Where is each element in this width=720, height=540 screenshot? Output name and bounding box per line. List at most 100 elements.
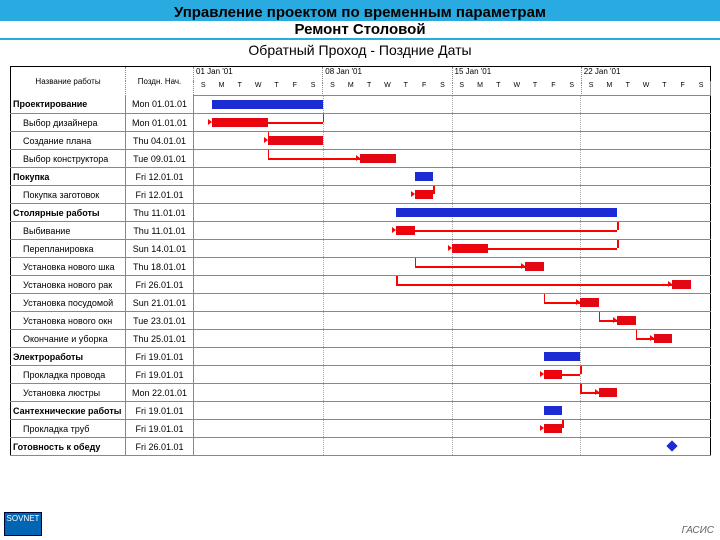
chart-cell [194,330,711,348]
task-name: Установка нового шка [11,258,126,276]
chart-cell [194,132,711,150]
footer-right: ГАСИС [682,525,714,536]
task-date: Tue 09.01.01 [126,150,194,168]
task-date: Mon 22.01.01 [126,384,194,402]
task-row: Выбор конструктораTue 09.01.01 [11,150,711,168]
task-name: Создание плана [11,132,126,150]
task-date: Thu 25.01.01 [126,330,194,348]
task-date: Mon 01.01.01 [126,114,194,132]
task-bar [672,280,690,289]
task-row: Прокладка проводаFri 19.01.01 [11,366,711,384]
task-bar [580,298,598,307]
chart-cell [194,420,711,438]
task-row: Установка люстрыMon 22.01.01 [11,384,711,402]
task-row: Установка нового окнTue 23.01.01 [11,312,711,330]
chart-cell [194,438,711,456]
task-date: Sun 21.01.01 [126,294,194,312]
task-date: Thu 11.01.01 [126,222,194,240]
chart-cell [194,222,711,240]
task-row: Установка посудомойSun 21.01.01 [11,294,711,312]
task-row: Прокладка трубFri 19.01.01 [11,420,711,438]
group-bar [212,100,322,109]
chart-cell [194,384,711,402]
group-bar [415,172,433,181]
task-row: ВыбиваниеThu 11.01.01 [11,222,711,240]
chart-cell [194,294,711,312]
task-row: ПокупкаFri 12.01.01 [11,168,711,186]
chart-cell [194,366,711,384]
task-name: Установка посудомой [11,294,126,312]
task-name: Готовность к обеду [11,438,126,456]
chart-cell [194,96,711,114]
header-bar: Управление проектом по временным парамет… [0,0,720,40]
task-date: Thu 11.01.01 [126,204,194,222]
task-date: Mon 01.01.01 [126,96,194,114]
task-bar [360,154,397,163]
chart-cell [194,240,711,258]
chart-cell [194,204,711,222]
task-name: Прокладка провода [11,366,126,384]
milestone-icon [667,440,678,451]
title-project: Ремонт Столовой [294,21,425,38]
task-date: Fri 12.01.01 [126,168,194,186]
task-row: Создание планаThu 04.01.01 [11,132,711,150]
task-name: Установка люстры [11,384,126,402]
chart-cell [194,258,711,276]
sovnet-badge: SOVNET [4,512,42,536]
task-date: Fri 19.01.01 [126,420,194,438]
task-name: Прокладка труб [11,420,126,438]
chart-cell [194,186,711,204]
task-bar [599,388,617,397]
task-name: Электроработы [11,348,126,366]
task-name: Сантехнические работы [11,402,126,420]
task-date: Thu 04.01.01 [126,132,194,150]
chart-cell [194,348,711,366]
task-row: ПерепланировкаSun 14.01.01 [11,240,711,258]
task-name: Выбивание [11,222,126,240]
chart-cell [194,312,711,330]
task-row: Готовность к обедуFri 26.01.01 [11,438,711,456]
group-bar [544,406,562,415]
task-date: Fri 12.01.01 [126,186,194,204]
task-name: Установка нового рак [11,276,126,294]
task-name: Покупка [11,168,126,186]
task-bar [525,262,543,271]
group-bar [396,208,617,217]
task-name: Покупка заготовок [11,186,126,204]
task-date: Thu 18.01.01 [126,258,194,276]
chart-cell [194,168,711,186]
task-date: Fri 19.01.01 [126,348,194,366]
task-name: Выбор конструктора [11,150,126,168]
chart-cell [194,402,711,420]
task-date: Fri 26.01.01 [126,276,194,294]
task-row: Сантехнические работыFri 19.01.01 [11,402,711,420]
footer-left: SOVNET [4,512,42,536]
task-row: ЭлектроработыFri 19.01.01 [11,348,711,366]
task-bar [617,316,635,325]
subtitle: Обратный Проход - Поздние Даты [0,40,720,60]
task-name: Перепланировка [11,240,126,258]
task-date: Sun 14.01.01 [126,240,194,258]
task-row: Установка нового шкаThu 18.01.01 [11,258,711,276]
task-bar [654,334,672,343]
task-bar [268,136,323,145]
task-date: Fri 26.01.01 [126,438,194,456]
title-main: Управление проектом по временным парамет… [0,4,720,21]
task-date: Fri 19.01.01 [126,402,194,420]
task-row: Выбор дизайнераMon 01.01.01 [11,114,711,132]
group-bar [544,352,581,361]
task-name: Столярные работы [11,204,126,222]
task-name: Проектирование [11,96,126,114]
task-row: Покупка заготовокFri 12.01.01 [11,186,711,204]
chart-cell [194,276,711,294]
chart-cell [194,150,711,168]
task-row: Столярные работыThu 11.01.01 [11,204,711,222]
task-row: Окончание и уборкаThu 25.01.01 [11,330,711,348]
task-name: Окончание и уборка [11,330,126,348]
task-row: ПроектированиеMon 01.01.01 [11,96,711,114]
task-name: Установка нового окн [11,312,126,330]
task-row: Установка нового ракFri 26.01.01 [11,276,711,294]
chart-cell [194,114,711,132]
task-date: Tue 23.01.01 [126,312,194,330]
gantt-table: Название работыПоздн. Нач.01 Jan '0108 J… [10,66,711,456]
